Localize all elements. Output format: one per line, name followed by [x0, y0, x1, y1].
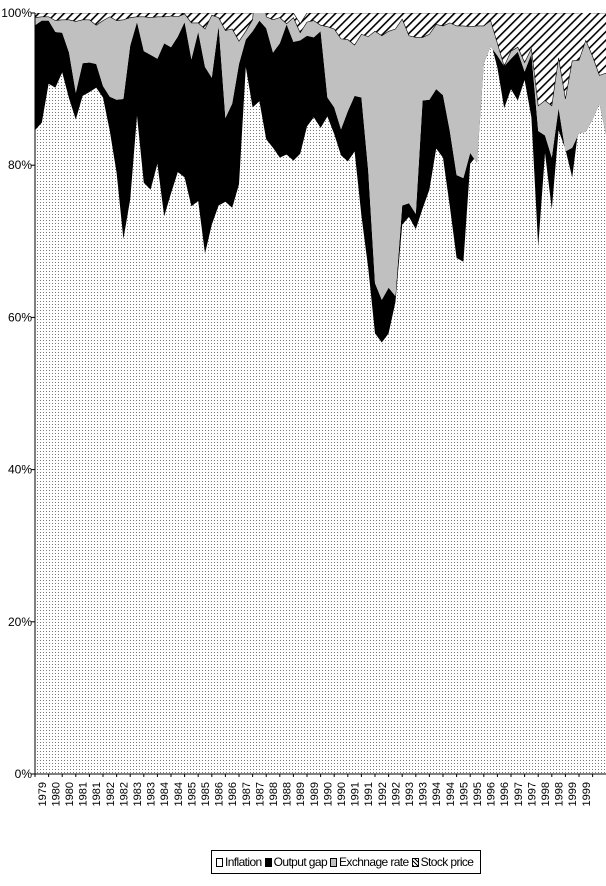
y-tick-label: 40% — [8, 463, 32, 477]
x-tick-label: 1999 — [567, 782, 579, 806]
x-tick-label: 1999 — [581, 782, 593, 806]
x-tick-label: 1990 — [322, 782, 334, 806]
x-tick-label: 1996 — [486, 782, 498, 806]
legend-item-output-gap: Output gap — [264, 855, 328, 869]
x-tick-label: 1980 — [50, 782, 62, 806]
x-tick-label: 1998 — [540, 782, 552, 806]
y-tick-label: 80% — [8, 158, 32, 172]
series-area-output-gap — [35, 20, 606, 343]
x-tick-label: 1983 — [132, 782, 144, 806]
x-tick-label: 1991 — [363, 782, 375, 806]
series-area-exchange-rate — [35, 13, 606, 300]
x-tick-label: 1989 — [309, 782, 321, 806]
x-tick-label: 1987 — [254, 782, 266, 806]
x-tick-label: 1995 — [472, 782, 484, 806]
x-tick-label: 1985 — [186, 782, 198, 806]
x-tick-label: 1994 — [445, 782, 457, 806]
legend-label-output-gap: Output gap — [273, 855, 328, 869]
x-tick-label: 1981 — [78, 782, 90, 806]
x-tick-label: 1996 — [499, 782, 511, 806]
legend-item-exchange-rate: Exchnage rate — [330, 855, 409, 869]
x-tick-label: 1991 — [350, 782, 362, 806]
stock-price-swatch-icon — [411, 857, 419, 867]
y-tick-label: 60% — [8, 310, 32, 324]
legend: Inflation Output gap Exchnage rate Stock… — [211, 850, 482, 874]
exchange-rate-swatch-icon — [330, 857, 338, 867]
x-tick-label: 1989 — [295, 782, 307, 806]
x-tick-label: 1988 — [268, 782, 280, 806]
x-tick-label: 1984 — [159, 782, 171, 806]
legend-label-exchange-rate: Exchnage rate — [339, 855, 409, 869]
x-tick-label: 1990 — [336, 782, 348, 806]
legend-item-inflation: Inflation — [216, 855, 262, 869]
x-tick-label: 1992 — [390, 782, 402, 806]
x-tick-label: 1979 — [37, 782, 49, 806]
x-tick-label: 1987 — [241, 782, 253, 806]
x-tick-label: 1981 — [91, 782, 103, 806]
x-tick-label: 1997 — [513, 782, 525, 806]
x-tick-label: 1983 — [146, 782, 158, 806]
x-tick-label: 1982 — [105, 782, 117, 806]
series-area-stock-price — [35, 13, 606, 107]
x-tick-label: 1993 — [404, 782, 416, 806]
x-tick-label: 1984 — [173, 782, 185, 806]
legend-label-stock-price: Stock price — [420, 855, 474, 869]
x-tick-label: 1985 — [200, 782, 212, 806]
x-tick-label: 1992 — [377, 782, 389, 806]
y-tick-label: 20% — [8, 615, 32, 629]
x-tick-label: 1986 — [227, 782, 239, 806]
inflation-swatch-icon — [216, 857, 223, 867]
x-tick-label: 1980 — [64, 782, 76, 806]
x-tick-label: 1993 — [418, 782, 430, 806]
legend-item-stock-price: Stock price — [411, 855, 474, 869]
x-tick-label: 1995 — [458, 782, 470, 806]
x-tick-label: 1998 — [554, 782, 566, 806]
y-tick-label: 100% — [1, 6, 32, 20]
x-tick-label: 1982 — [118, 782, 130, 806]
x-tick-label: 1986 — [214, 782, 226, 806]
x-tick-label: 1988 — [282, 782, 294, 806]
x-tick-label: 1997 — [526, 782, 538, 806]
y-tick-label: 0% — [15, 767, 33, 781]
legend-label-inflation: Inflation — [225, 855, 262, 869]
series-area-inflation — [35, 41, 606, 774]
x-tick-label: 1994 — [431, 782, 443, 806]
output-gap-swatch-icon — [264, 857, 272, 867]
